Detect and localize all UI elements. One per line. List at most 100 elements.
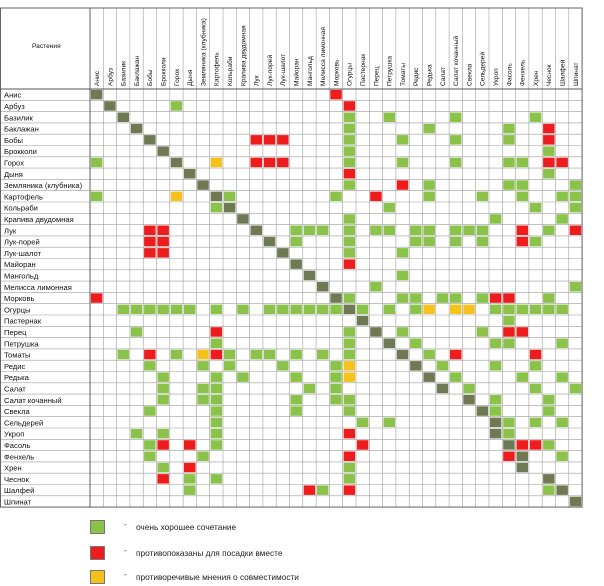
matrix-cell [90,191,103,202]
chart-title: Растения [32,43,61,50]
matrix-cell [450,236,462,247]
matrix-cell [237,372,249,382]
matrix-cell [343,101,356,111]
matrix-cell [290,372,302,382]
matrix-cell [396,157,409,168]
matrix-cell [290,349,302,360]
matrix-cell [463,304,475,315]
row-label: Хрен [4,464,22,473]
matrix-cell [489,406,502,416]
matrix-cell [330,304,342,315]
matrix-frame [0,7,583,508]
diagonal-cell [197,180,209,190]
matrix-cell [529,349,542,360]
matrix-cell [144,361,156,371]
column-label: Шалфей [558,59,566,86]
row-label: Шпинат [4,498,32,507]
matrix-cell [90,293,103,303]
matrix-cell [343,462,356,473]
diagonal-cell [396,349,409,360]
matrix-cell [330,191,342,202]
matrix-cell [144,248,156,258]
legend-bad-swatch [90,546,105,560]
column-label: Хрен [533,70,540,86]
matrix-cell [423,180,435,190]
diagonal-cell [104,101,116,111]
matrix-cell [263,349,276,360]
matrix-cell [503,180,515,190]
diagonal-cell [423,372,435,382]
column-label: Лук [254,75,261,86]
legend-dash: - [124,520,127,529]
matrix-cell [569,282,582,292]
row-label: Сельдерей [4,418,43,427]
matrix-cell [556,451,568,461]
diagonal-cell [330,293,342,303]
diagonal-cell [144,135,156,145]
matrix-cell [330,89,342,100]
matrix-cell [489,338,502,348]
matrix-cell [210,440,223,450]
matrix-cell [343,169,356,179]
matrix-cell [303,383,316,394]
matrix-cell [529,202,542,213]
column-label: Шпинат [573,63,580,86]
column-label: Томаты [400,63,407,86]
diagonal-cell [130,123,143,134]
row-label: Арбуз [4,102,25,111]
matrix-cell [450,304,462,315]
column-label: Редька [426,64,433,86]
column-label: Баклажан [134,55,141,86]
matrix-cell [383,112,395,122]
matrix-cell [543,304,555,315]
diagonal-cell [263,236,276,247]
matrix-cell [197,349,209,360]
matrix-cell [343,135,356,145]
column-label: Дыня [187,69,194,86]
matrix-cell [343,428,356,439]
matrix-cell [529,417,542,428]
matrix-cell [343,146,356,156]
row-label: Пастернак [4,317,42,326]
diagonal-cell [569,496,582,507]
matrix-cell [383,417,395,428]
matrix-cell [410,293,422,303]
matrix-cell [210,417,223,428]
diagonal-cell [370,327,382,337]
matrix-cell [157,372,169,382]
matrix-cell [476,293,489,303]
diagonal-cell [90,89,103,100]
matrix-cell [543,135,555,145]
matrix-cell [556,417,568,428]
diagonal-cell [237,214,249,224]
matrix-cell [330,372,342,382]
matrix-cell [436,361,449,371]
matrix-cell [450,135,462,145]
matrix-cell [157,462,169,473]
matrix-cell [529,440,542,450]
legend-dash: - [124,570,127,579]
row-label: Томаты [4,351,30,360]
matrix-cell [343,474,356,484]
column-label: Фасоль [506,63,513,86]
matrix-cell [410,236,422,247]
diagonal-cell [250,225,262,235]
matrix-cell [423,349,435,360]
matrix-cell [184,462,196,473]
row-label: Крапива двудомная [4,215,74,224]
matrix-cell [356,440,369,450]
matrix-cell [503,157,515,168]
matrix-cell [290,406,302,416]
row-label: Дыня [4,170,23,179]
legend-mixed: - противоречивые мнения о совместимости [90,570,510,586]
matrix-cell [170,101,183,111]
diagonal-cell [410,361,422,371]
matrix-cell [463,225,475,235]
row-labels: Анис Арбуз Базилик Баклажан Бобы Брокколи Горо… [4,91,83,507]
matrix-cell [223,361,236,371]
matrix-cell [503,451,515,461]
matrix-cell [543,123,555,134]
matrix-cell [130,428,143,439]
row-label: Фасоль [4,441,30,450]
matrix-cell [423,225,435,235]
